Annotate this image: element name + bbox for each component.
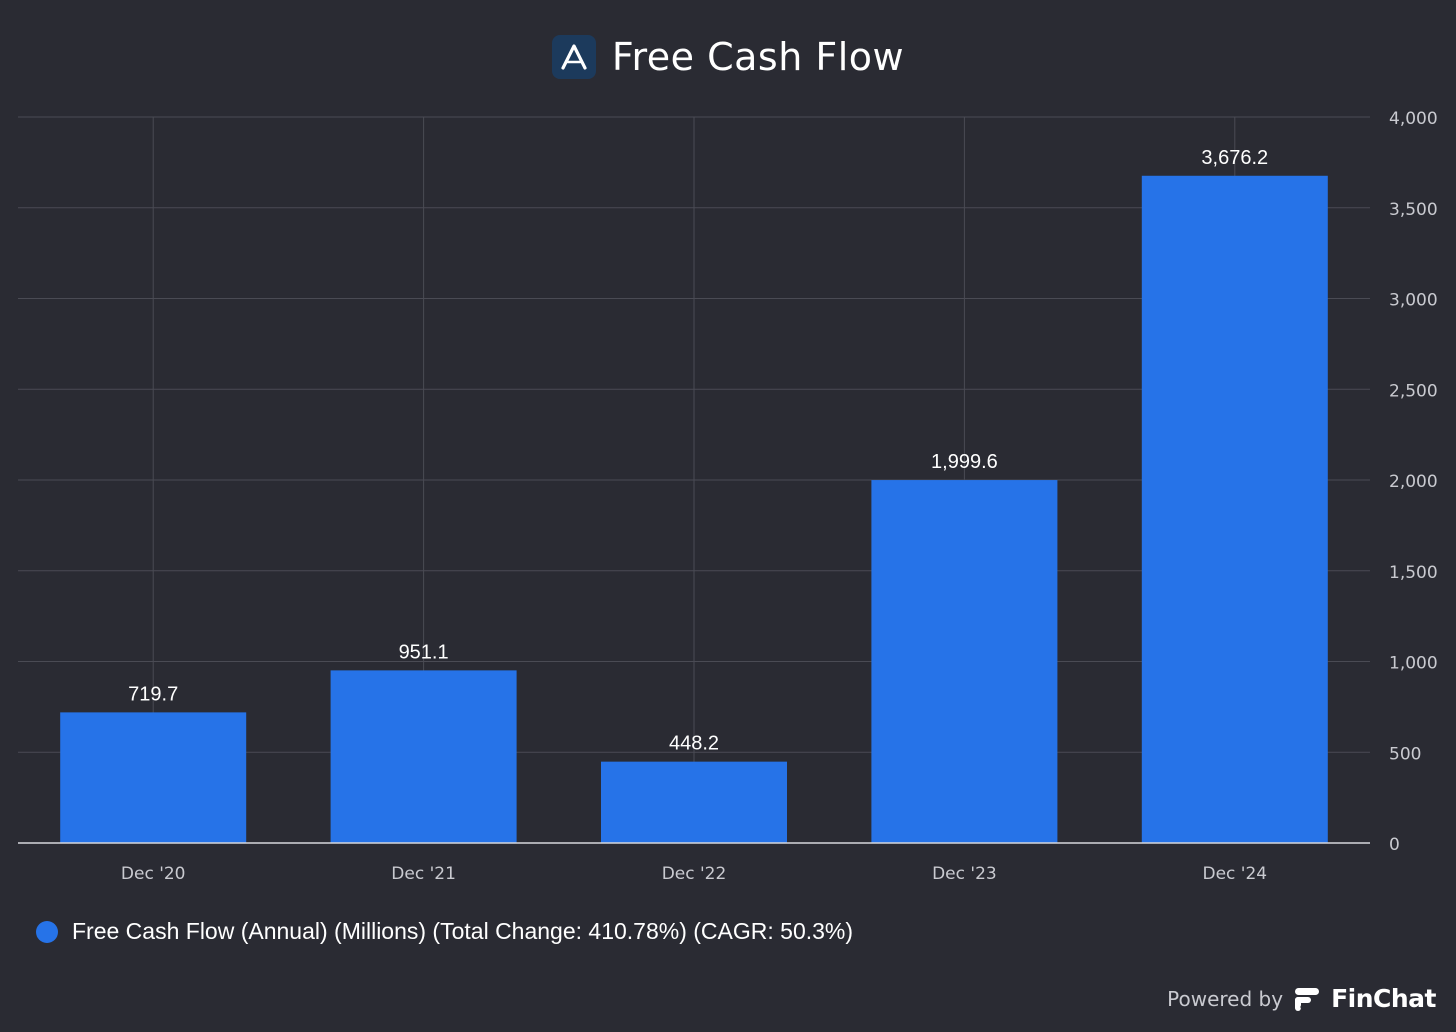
y-tick-label: 2,000 xyxy=(1389,472,1438,492)
bar xyxy=(1141,175,1328,843)
letter-a-logo-icon xyxy=(551,35,596,79)
powered-by-footer[interactable]: Powered by FinChat xyxy=(1167,984,1436,1013)
data-label: 719.7 xyxy=(128,683,178,705)
data-labels: 719.7 951.1 448.2 1,999.6 3,676.2 xyxy=(128,147,1268,755)
y-tick-label: 3,000 xyxy=(1389,291,1438,311)
data-label: 951.1 xyxy=(399,641,449,663)
y-tick-label: 2,500 xyxy=(1389,381,1438,401)
bar xyxy=(60,712,247,843)
bars xyxy=(60,175,1328,843)
chart-title: Free Cash Flow xyxy=(611,35,905,79)
y-tick-label: 1,500 xyxy=(1389,563,1438,583)
y-tick-label: 0 xyxy=(1389,835,1400,855)
bar xyxy=(601,761,787,843)
chart-header: Free Cash Flow xyxy=(0,30,1456,84)
x-tick-label: Dec '22 xyxy=(662,864,727,884)
bar xyxy=(330,670,517,843)
legend[interactable]: Free Cash Flow (Annual) (Millions) (Tota… xyxy=(36,918,853,945)
x-axis: Dec '20 Dec '21 Dec '22 Dec '23 Dec '24 xyxy=(18,842,1370,884)
data-label: 448.2 xyxy=(669,733,719,755)
finchat-brand: FinChat xyxy=(1331,984,1436,1013)
y-tick-label: 500 xyxy=(1389,744,1421,764)
data-label: 3,676.2 xyxy=(1201,147,1268,169)
finchat-logo-icon xyxy=(1295,987,1320,1011)
y-tick-label: 3,500 xyxy=(1389,200,1438,220)
data-label: 1,999.6 xyxy=(931,451,998,473)
y-tick-label: 4,000 xyxy=(1389,109,1438,129)
y-axis: 0 500 1,000 1,500 2,000 2,500 3,000 3,500 4,000 xyxy=(1389,109,1438,855)
x-tick-label: Dec '21 xyxy=(391,864,456,884)
legend-label: Free Cash Flow (Annual) (Millions) (Tota… xyxy=(72,918,854,944)
y-tick-label: 1,000 xyxy=(1389,654,1438,674)
legend-marker xyxy=(36,920,58,943)
x-tick-label: Dec '23 xyxy=(932,864,997,884)
x-tick-label: Dec '20 xyxy=(121,864,186,884)
bar xyxy=(871,480,1058,843)
x-tick-label: Dec '24 xyxy=(1202,864,1267,884)
powered-by-text: Powered by xyxy=(1167,986,1284,1011)
